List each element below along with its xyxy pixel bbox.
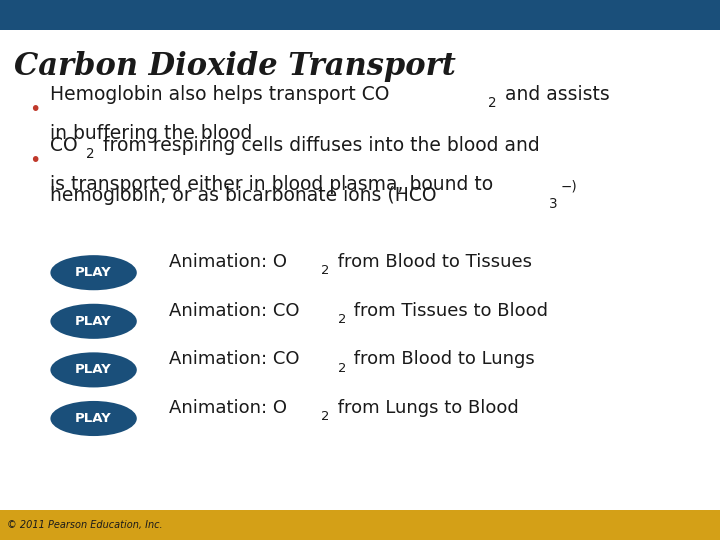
Text: Carbon Dioxide Transport: Carbon Dioxide Transport [14,51,456,82]
Text: from Blood to Tissues: from Blood to Tissues [332,253,532,271]
Text: •: • [29,100,40,119]
Text: Animation: O: Animation: O [169,253,287,271]
Text: 2: 2 [321,264,330,278]
Text: 3: 3 [549,197,558,211]
FancyBboxPatch shape [0,0,720,30]
Text: © 2011 Pearson Education, Inc.: © 2011 Pearson Education, Inc. [7,520,163,530]
Text: 2: 2 [488,96,497,110]
Text: and assists: and assists [500,85,610,104]
Text: •: • [29,151,40,170]
Text: is transported either in blood plasma, bound to: is transported either in blood plasma, b… [50,176,493,194]
Text: 2: 2 [321,410,330,423]
Text: CO: CO [50,136,78,155]
Text: PLAY: PLAY [75,412,112,425]
Text: PLAY: PLAY [75,315,112,328]
Text: 2: 2 [338,313,346,326]
Text: hemoglobin, or as bicarbonate ions (HCO: hemoglobin, or as bicarbonate ions (HCO [50,186,437,205]
Ellipse shape [50,255,137,291]
Text: from Lungs to Blood: from Lungs to Blood [332,399,519,417]
Ellipse shape [50,352,137,388]
Text: Animation: CO: Animation: CO [169,350,300,368]
Text: 2: 2 [338,361,346,375]
Text: Animation: O: Animation: O [169,399,287,417]
Text: Animation: CO: Animation: CO [169,302,300,320]
Text: PLAY: PLAY [75,266,112,279]
Ellipse shape [50,303,137,339]
FancyBboxPatch shape [0,510,720,540]
Text: in buffering the blood: in buffering the blood [50,124,253,143]
Text: from Tissues to Blood: from Tissues to Blood [348,302,548,320]
Text: −): −) [560,179,577,193]
Text: 2: 2 [86,147,94,161]
Text: from respiring cells diffuses into the blood and: from respiring cells diffuses into the b… [97,136,540,155]
Text: PLAY: PLAY [75,363,112,376]
Ellipse shape [50,401,137,436]
Text: Hemoglobin also helps transport CO: Hemoglobin also helps transport CO [50,85,390,104]
Text: from Blood to Lungs: from Blood to Lungs [348,350,535,368]
